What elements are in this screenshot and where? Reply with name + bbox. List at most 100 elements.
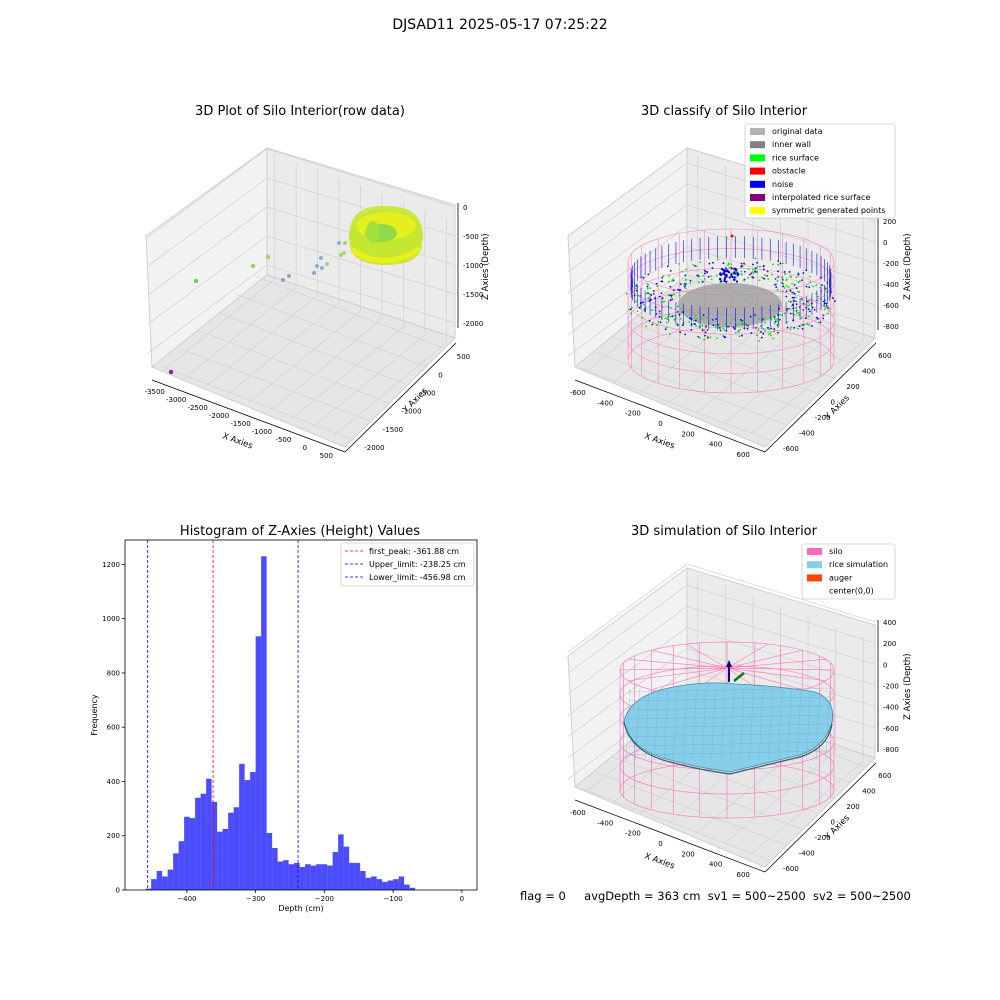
raw-point xyxy=(193,278,199,284)
legend-swatch xyxy=(807,548,822,555)
histogram-bar xyxy=(332,852,339,890)
sim-y-tick-label: -200 xyxy=(815,834,831,842)
raw-x-tick-label: 500 xyxy=(320,452,333,460)
histogram-bar xyxy=(327,865,333,890)
raw-y-label: Y Axies xyxy=(400,386,430,416)
histogram-bar xyxy=(195,797,201,890)
sim-z-tick-label: 400 xyxy=(883,619,896,627)
histogram-bar xyxy=(349,862,355,890)
histogram-bar xyxy=(371,876,377,890)
sim-x-tick-label: -400 xyxy=(597,819,613,827)
raw-z-tick-label: -500 xyxy=(463,233,479,241)
classify-z-label: Z Axies (Depth) xyxy=(903,233,913,300)
sim-x-tick-label: 200 xyxy=(681,850,694,858)
classify-y-label: Y Axies xyxy=(822,393,852,423)
histogram-bar xyxy=(398,876,405,890)
histogram-bar xyxy=(156,871,163,890)
cls-y-tick-label: 400 xyxy=(862,367,875,375)
cls-z-tick-label: -600 xyxy=(883,302,899,310)
raw-back-pane xyxy=(145,147,268,369)
histogram-bar xyxy=(173,853,179,890)
raw-x-label: X Axies xyxy=(221,431,254,451)
histogram-x-tick-label: −200 xyxy=(315,895,334,903)
cls-x-tick-label: 200 xyxy=(681,430,694,438)
classify-point-cloud xyxy=(625,234,836,342)
raw-x-tick-label: -3000 xyxy=(166,396,186,404)
raw-y-tick-label: 0 xyxy=(438,371,442,379)
raw-point xyxy=(319,256,323,260)
histogram-bar xyxy=(299,866,306,890)
sim-z-tick-label: 200 xyxy=(883,640,896,648)
sim-x-tick-label: -200 xyxy=(625,830,641,838)
histogram-bar xyxy=(162,876,168,890)
legend-swatch xyxy=(750,194,765,201)
sim-y-tick-label: 200 xyxy=(846,803,859,811)
cls-y-tick-label: -200 xyxy=(815,414,831,422)
histogram-bar xyxy=(261,556,267,890)
raw-point xyxy=(342,251,346,255)
raw-x-tick-label: -1000 xyxy=(252,428,272,436)
raw-point xyxy=(337,241,341,245)
histogram-bar xyxy=(151,879,157,890)
legend-swatch xyxy=(750,167,765,175)
raw-point-cloud xyxy=(349,205,423,265)
raw-point xyxy=(343,241,347,245)
cls-z-tick-label: 0 xyxy=(883,239,887,247)
simulation-legend: silo rice simulation auger center(0,0) xyxy=(801,543,896,600)
raw-x-tick-label: -500 xyxy=(275,436,291,444)
raw-x-tick-label: -2000 xyxy=(209,412,229,420)
raw-point xyxy=(250,263,256,269)
center-marker-tip xyxy=(726,660,732,667)
histogram-bar xyxy=(338,834,344,890)
legend-swatch xyxy=(750,141,765,149)
raw-point xyxy=(168,369,174,375)
legend-swatch xyxy=(807,561,822,569)
histogram-y-tick-label: 800 xyxy=(107,669,120,677)
cls-x-tick-label: 400 xyxy=(709,441,722,449)
raw-floor-pane xyxy=(151,274,456,448)
sim-y-tick-label: -600 xyxy=(783,865,799,873)
raw-z-tick-label: -1000 xyxy=(463,262,483,270)
cls-z-tick-label: -200 xyxy=(883,260,899,268)
histogram-legend: first_peak: -361.88 cm Upper_limit: -238.… xyxy=(340,542,475,587)
simulation-y-label: Y Axies xyxy=(822,813,852,843)
histogram-bar xyxy=(310,865,317,890)
legend-label: silo xyxy=(829,547,843,556)
histogram-bar xyxy=(382,881,388,890)
legend-swatch xyxy=(807,574,822,582)
classify-back-pane xyxy=(567,147,688,369)
raw-point xyxy=(325,262,329,266)
auger-marker xyxy=(733,672,745,682)
rice-simulation-surface xyxy=(623,682,834,775)
cls-y-tick-label: -400 xyxy=(799,430,815,438)
histogram-legend-label: Lower_limit: -456.98 cm xyxy=(369,573,466,582)
histogram-y-label: Frequency xyxy=(90,694,99,736)
histogram-bar xyxy=(178,841,185,890)
sim-z-tick-label: -800 xyxy=(883,746,899,754)
cls-x-tick-label: 0 xyxy=(658,420,662,428)
histogram-x-tick-label: 0 xyxy=(460,895,464,903)
histogram-bar xyxy=(184,816,190,890)
histogram-bar xyxy=(409,887,416,890)
histogram-x-tick-label: −400 xyxy=(177,895,196,903)
classify-side-pane xyxy=(686,147,876,339)
classify-legend: original data inner wall rice surface obsta… xyxy=(744,123,896,219)
histogram-bar xyxy=(283,860,289,890)
legend-label: center(0,0) xyxy=(829,587,874,596)
status-line: flag = 0 avgDepth = 363 cm sv1 = 500~250… xyxy=(520,889,911,903)
sim-y-tick-label: 600 xyxy=(878,772,891,780)
histogram-bar xyxy=(167,869,174,890)
legend-label: rice surface xyxy=(772,153,819,162)
cls-y-tick-label: -600 xyxy=(783,445,799,453)
status-sv2: sv2 = 500~2500 xyxy=(812,889,911,903)
raw-point xyxy=(265,254,271,260)
histogram-bar xyxy=(354,862,361,890)
sim-z-tick-label: 0 xyxy=(883,661,887,669)
sim-y-tick-label: -400 xyxy=(799,850,815,858)
histogram-bar xyxy=(294,862,300,890)
status-avg-depth: avgDepth = 363 cm xyxy=(584,889,701,903)
raw-z-tick-label: 0 xyxy=(463,204,467,212)
histogram-title: Histogram of Z-Axies (Height) Values xyxy=(179,524,421,539)
